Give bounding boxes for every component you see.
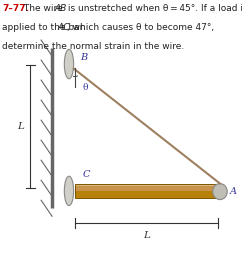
Bar [75, 184, 218, 198]
Text: A: A [230, 187, 237, 196]
Text: AB: AB [54, 4, 67, 13]
Circle shape [213, 184, 227, 200]
Bar [75, 191, 218, 198]
Text: The wire: The wire [21, 4, 65, 13]
Text: C: C [82, 170, 90, 179]
Ellipse shape [64, 176, 74, 206]
Text: applied to the bar: applied to the bar [2, 23, 87, 32]
Ellipse shape [64, 49, 74, 79]
Text: determine the normal strain in the wire.: determine the normal strain in the wire. [2, 42, 185, 52]
Text: L: L [17, 122, 24, 131]
Text: 7–77.: 7–77. [2, 4, 30, 13]
Text: L: L [143, 231, 150, 240]
Bar [75, 185, 218, 191]
Bar [75, 186, 218, 192]
Text: is unstretched when θ = 45°. If a load is: is unstretched when θ = 45°. If a load i… [65, 4, 242, 13]
Text: θ: θ [83, 83, 88, 92]
Text: , which causes θ to become 47°,: , which causes θ to become 47°, [67, 23, 214, 32]
Text: B: B [80, 53, 87, 62]
Text: AC: AC [58, 23, 70, 32]
